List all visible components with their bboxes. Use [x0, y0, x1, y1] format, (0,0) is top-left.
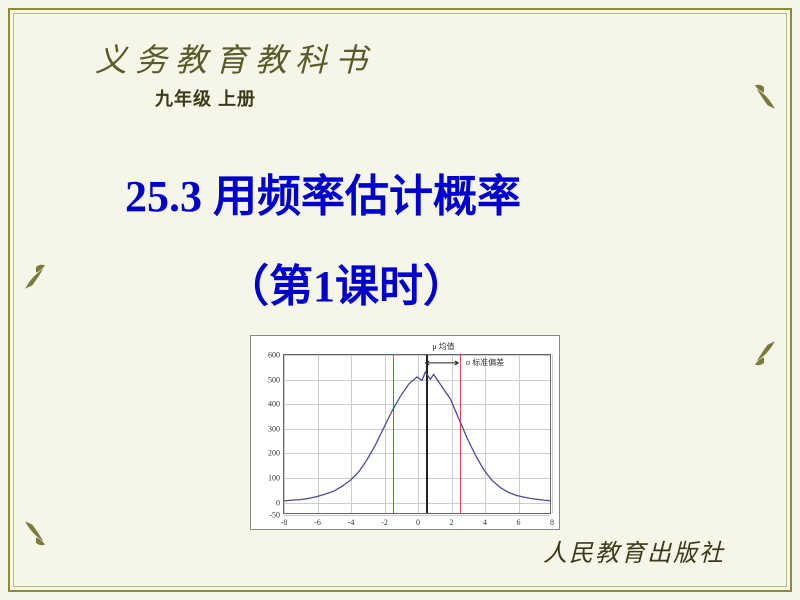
ytick-label: 300: [258, 424, 280, 433]
leaf-decoration-icon: [18, 514, 54, 550]
grade-volume-label: 九年级 上册: [155, 85, 256, 111]
lesson-subtitle: （第1课时）: [225, 250, 467, 314]
ytick-label: 500: [258, 375, 280, 384]
xtick-label: 8: [550, 518, 554, 527]
leaf-decoration-icon: [746, 334, 782, 370]
xtick-label: -6: [314, 518, 321, 527]
grid-line-h: [284, 515, 550, 516]
section-title: 25.3 用频率估计概率: [125, 160, 521, 224]
ytick-label: 100: [258, 474, 280, 483]
ytick-label: -50: [258, 511, 280, 520]
border-top: [8, 8, 792, 10]
xtick-label: 6: [517, 518, 521, 527]
xtick-label: -4: [348, 518, 355, 527]
grid-line-v: [552, 355, 553, 513]
distribution-chart: -500100200300400500600-8-6-4-202468μ 均值σ…: [250, 335, 560, 530]
sigma-arrow: [284, 355, 550, 513]
xtick-label: -8: [281, 518, 288, 527]
ytick-label: 600: [258, 351, 280, 360]
border-inner-top: [13, 13, 787, 14]
border-left: [8, 8, 10, 592]
leaf-decoration-icon: [746, 80, 782, 116]
border-bottom: [8, 590, 792, 592]
border-inner-left: [13, 13, 14, 587]
leaf-decoration-icon: [18, 260, 54, 296]
textbook-series-label: 义务教育教科书: [95, 35, 375, 81]
border-inner-bottom: [13, 586, 787, 587]
publisher-label: 人民教育出版社: [543, 533, 725, 568]
xtick-label: 2: [450, 518, 454, 527]
border-right: [790, 8, 792, 592]
chart-plot-area: -500100200300400500600-8-6-4-202468μ 均值σ…: [283, 354, 551, 514]
ytick-label: 400: [258, 400, 280, 409]
ytick-label: 0: [258, 498, 280, 507]
xtick-label: 0: [416, 518, 420, 527]
border-inner-right: [786, 13, 787, 587]
ytick-label: 200: [258, 449, 280, 458]
xtick-label: -2: [381, 518, 388, 527]
mu-annotation: μ 均值: [432, 341, 454, 352]
xtick-label: 4: [483, 518, 487, 527]
